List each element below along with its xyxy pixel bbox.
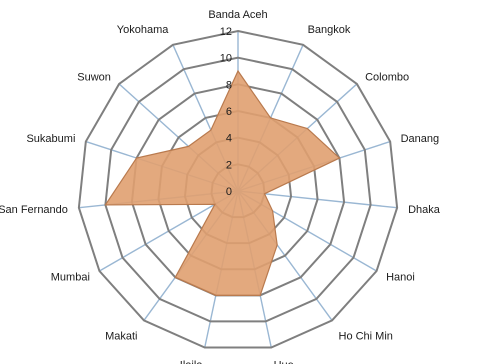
tick-label-10: 10 (220, 53, 232, 65)
category-label-yokohama: Yokohama (117, 24, 169, 36)
category-label-dhaka: Dhaka (408, 204, 441, 216)
category-label-makati: Makati (105, 330, 137, 342)
category-label-iloilo: Iloilo (180, 359, 203, 364)
category-label-mumbai: Mumbai (51, 272, 90, 284)
series-area-0 (104, 69, 341, 296)
tick-label-6: 6 (226, 106, 232, 118)
grid-ring-10 (104, 56, 372, 323)
category-label-bangkok: Bangkok (308, 24, 351, 36)
category-label-sukabumi: Sukabumi (26, 133, 75, 145)
category-labels: Banda Aceh Bangkok Colombo Danang Dhaka Hanoi… (0, 9, 441, 364)
category-label-danang: Danang (401, 133, 440, 145)
radial-tick-labels: 0 2 4 6 8 10 12 (220, 26, 232, 198)
tick-label-4: 4 (226, 133, 232, 145)
tick-label-0: 0 (226, 186, 232, 198)
tick-label-2: 2 (226, 159, 232, 171)
category-label-hanoi: Hanoi (386, 272, 415, 284)
category-label-san-fernando: San Fernando (0, 204, 68, 216)
tick-label-8: 8 (226, 79, 232, 91)
series-layer (104, 69, 341, 296)
category-label-banda-aceh: Banda Aceh (208, 9, 267, 21)
category-label-hue: Hue (274, 359, 294, 364)
grid-ring-12 (77, 29, 399, 349)
category-label-colombo: Colombo (365, 72, 409, 84)
tick-label-12: 12 (220, 26, 232, 38)
category-label-ho-chi-min: Ho Chi Min (339, 330, 393, 342)
category-label-suwon: Suwon (77, 72, 111, 84)
